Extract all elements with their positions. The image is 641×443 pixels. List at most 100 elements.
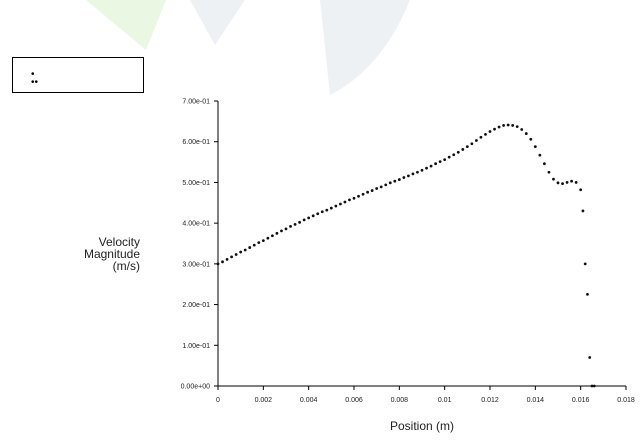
data-point bbox=[581, 209, 585, 213]
data-point bbox=[465, 145, 469, 149]
x-tick-label: 0.012 bbox=[481, 397, 499, 404]
x-tick-label: 0.008 bbox=[391, 397, 409, 404]
y-tick-label: 7.00e-01 bbox=[182, 99, 210, 106]
y-tick-label: 2.00e-01 bbox=[182, 302, 210, 309]
data-point bbox=[298, 220, 301, 224]
data-point bbox=[511, 124, 515, 127]
y-axis-title-line-3: (m/s) bbox=[112, 259, 140, 273]
data-point bbox=[230, 255, 234, 259]
data-point bbox=[416, 170, 419, 174]
data-point bbox=[384, 183, 388, 187]
data-point bbox=[320, 210, 324, 214]
data-point bbox=[529, 137, 533, 141]
data-point bbox=[225, 257, 229, 261]
data-point bbox=[420, 168, 424, 172]
data-point bbox=[234, 253, 238, 256]
data-point bbox=[366, 190, 369, 194]
data-point bbox=[456, 150, 460, 154]
data-point bbox=[397, 178, 401, 181]
data-point bbox=[574, 181, 578, 184]
y-tick-label: 3.00e-01 bbox=[182, 261, 210, 268]
x-tick-label: 0.004 bbox=[300, 397, 318, 404]
data-point bbox=[379, 185, 383, 189]
data-point bbox=[361, 192, 365, 196]
data-point bbox=[429, 164, 433, 168]
data-point bbox=[592, 384, 596, 388]
data-point bbox=[565, 181, 569, 184]
data-point bbox=[280, 229, 283, 233]
x-tick-label: 0.014 bbox=[527, 397, 545, 404]
y-tick-label: 6.00e-01 bbox=[182, 139, 210, 146]
data-point bbox=[216, 262, 220, 266]
data-point bbox=[370, 189, 374, 192]
data-point bbox=[357, 194, 360, 198]
watermark-leaf-green bbox=[86, 0, 166, 50]
y-tick-label: 5.00e-01 bbox=[182, 180, 210, 187]
data-point bbox=[307, 216, 311, 220]
x-tick-label: 0.002 bbox=[255, 397, 273, 404]
data-point bbox=[266, 236, 270, 240]
data-point bbox=[352, 196, 356, 200]
data-point bbox=[275, 231, 279, 235]
data-point bbox=[434, 162, 437, 166]
data-point bbox=[579, 188, 583, 192]
data-point bbox=[339, 202, 342, 206]
data-point bbox=[289, 225, 292, 228]
x-tick-label: 0.006 bbox=[345, 397, 363, 404]
data-point bbox=[543, 162, 546, 166]
data-point bbox=[461, 148, 465, 151]
data-point bbox=[284, 227, 288, 231]
data-point bbox=[493, 127, 496, 131]
data-point bbox=[583, 262, 587, 266]
data-point bbox=[538, 153, 542, 157]
data-point bbox=[316, 212, 320, 216]
y-axis-title: Velocity Magnitude (m/s) bbox=[60, 236, 140, 272]
data-point bbox=[257, 241, 261, 245]
y-tick-label: 4.00e-01 bbox=[182, 221, 210, 228]
data-point bbox=[561, 182, 564, 186]
data-point bbox=[484, 132, 487, 136]
data-point bbox=[452, 153, 456, 157]
data-point bbox=[425, 166, 428, 170]
data-point bbox=[506, 123, 510, 127]
data-point bbox=[475, 139, 478, 142]
data-point bbox=[590, 384, 594, 388]
data-point bbox=[243, 248, 247, 252]
data-point bbox=[520, 128, 524, 131]
data-point bbox=[438, 160, 442, 164]
data-point bbox=[502, 124, 505, 127]
data-point bbox=[556, 181, 560, 185]
data-point bbox=[411, 172, 415, 176]
data-point bbox=[248, 246, 252, 249]
watermark-leaf-grey-1 bbox=[190, 0, 245, 45]
data-point bbox=[402, 176, 406, 179]
data-point bbox=[470, 142, 474, 146]
x-tick-label: 0.018 bbox=[617, 397, 635, 404]
data-point bbox=[488, 130, 492, 133]
data-point bbox=[407, 174, 410, 178]
y-axis-title-line-1: Velocity bbox=[98, 235, 140, 249]
data-point bbox=[443, 158, 447, 162]
data-point bbox=[533, 145, 537, 149]
legend: • •• bbox=[12, 57, 144, 93]
data-point bbox=[311, 214, 315, 218]
data-point bbox=[552, 177, 555, 181]
data-point bbox=[393, 179, 397, 183]
data-point bbox=[239, 250, 243, 254]
data-point bbox=[334, 204, 338, 208]
legend-marker: • •• bbox=[31, 69, 39, 88]
data-point bbox=[302, 218, 306, 222]
data-point bbox=[375, 187, 379, 190]
data-point bbox=[329, 206, 333, 210]
x-tick-label: 0.01 bbox=[438, 397, 452, 404]
data-point bbox=[570, 179, 573, 183]
data-point bbox=[221, 260, 224, 264]
y-axis-title-line-2: Magnitude bbox=[83, 247, 140, 261]
data-point bbox=[515, 125, 519, 129]
data-point bbox=[348, 198, 351, 202]
data-point bbox=[271, 234, 274, 238]
data-point bbox=[325, 208, 329, 212]
data-point bbox=[388, 181, 392, 185]
